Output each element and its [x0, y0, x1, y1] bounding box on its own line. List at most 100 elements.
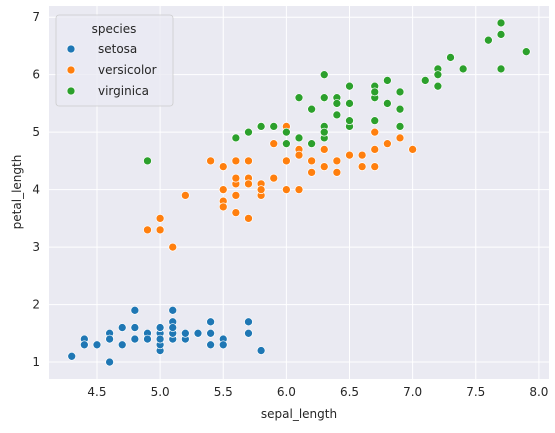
data-point-virginica: [256, 122, 266, 131]
y-tick-label: 6: [32, 68, 40, 82]
data-point-virginica: [496, 64, 506, 74]
data-point-versicolor: [244, 156, 253, 166]
data-point-versicolor: [307, 168, 316, 177]
data-point-setosa: [67, 351, 77, 361]
data-point-virginica: [420, 76, 430, 85]
data-point-virginica: [244, 127, 253, 137]
x-axis-label: sepal_length: [261, 407, 337, 421]
data-point-setosa: [130, 305, 140, 315]
y-tick-label: 2: [32, 298, 40, 312]
data-point-versicolor: [244, 179, 253, 189]
data-point-virginica: [496, 18, 506, 28]
data-point-versicolor: [383, 139, 392, 148]
data-point-setosa: [155, 323, 165, 332]
data-point-virginica: [370, 87, 380, 97]
data-point-virginica: [231, 133, 241, 143]
data-point-virginica: [294, 133, 304, 143]
data-point-virginica: [395, 122, 405, 131]
data-point-versicolor: [181, 191, 190, 200]
data-point-virginica: [282, 127, 291, 137]
y-axis-label: petal_length: [10, 155, 24, 230]
data-point-versicolor: [282, 156, 291, 166]
data-point-virginica: [307, 139, 316, 148]
y-tick-label: 4: [32, 183, 40, 197]
data-points: [67, 18, 531, 367]
grid-lines: [49, 6, 549, 379]
x-tick-label: 4.5: [87, 385, 106, 399]
data-point-virginica: [143, 156, 152, 166]
x-tick-label: 7.0: [403, 385, 422, 399]
x-tick-label: 7.5: [466, 385, 485, 399]
data-point-virginica: [345, 116, 354, 126]
data-point-versicolor: [218, 202, 228, 212]
legend-label-virginica: virginica: [98, 84, 149, 98]
legend-items: setosa versicolor virginica: [66, 42, 157, 98]
data-point-virginica: [383, 99, 392, 108]
y-tick-label: 7: [32, 10, 40, 24]
data-point-versicolor: [307, 156, 316, 166]
data-point-versicolor: [294, 185, 304, 194]
data-point-setosa: [130, 323, 140, 332]
x-tick-label: 5.5: [214, 385, 233, 399]
data-point-versicolor: [269, 139, 279, 148]
data-point-versicolor: [256, 185, 266, 194]
data-point-versicolor: [370, 127, 380, 137]
data-point-virginica: [319, 93, 329, 103]
y-tick-labels: 1 2 3 4 5 6 7: [32, 10, 40, 369]
data-point-versicolor: [345, 150, 354, 160]
data-point-versicolor: [370, 145, 380, 154]
data-point-setosa: [130, 334, 140, 344]
legend-marker-virginica: [66, 86, 76, 96]
data-point-versicolor: [218, 185, 228, 194]
data-point-setosa: [105, 357, 114, 367]
data-point-versicolor: [370, 162, 380, 171]
data-point-virginica: [458, 64, 468, 74]
data-point-virginica: [433, 70, 443, 80]
data-point-versicolor: [294, 150, 304, 160]
data-point-versicolor: [319, 162, 329, 171]
legend-marker-setosa: [66, 44, 76, 54]
data-point-versicolor: [269, 173, 279, 183]
data-point-versicolor: [332, 156, 342, 166]
data-point-versicolor: [218, 162, 228, 171]
data-point-setosa: [105, 334, 114, 344]
series-versicolor: [143, 122, 417, 252]
data-point-versicolor: [231, 191, 241, 200]
data-point-versicolor: [332, 168, 342, 177]
data-point-versicolor: [357, 150, 367, 160]
data-point-versicolor: [231, 156, 241, 166]
data-point-virginica: [370, 116, 380, 126]
data-point-setosa: [155, 334, 165, 344]
data-point-setosa: [206, 328, 215, 338]
data-point-virginica: [269, 122, 279, 131]
legend: species setosa versicolor virginica: [55, 14, 174, 107]
legend-label-versicolor: versicolor: [98, 63, 157, 77]
data-point-setosa: [181, 328, 190, 338]
x-tick-label: 6.5: [340, 385, 359, 399]
data-point-virginica: [319, 127, 329, 137]
data-point-versicolor: [408, 145, 417, 154]
data-point-versicolor: [168, 242, 178, 252]
data-point-setosa: [168, 323, 178, 332]
legend-marker-versicolor: [66, 65, 76, 75]
data-point-setosa: [244, 317, 253, 327]
data-point-setosa: [117, 340, 127, 350]
series-virginica: [143, 18, 531, 166]
data-point-virginica: [395, 104, 405, 114]
data-point-setosa: [143, 334, 152, 344]
data-point-virginica: [294, 93, 304, 103]
data-point-virginica: [521, 47, 531, 57]
data-point-virginica: [433, 81, 443, 91]
x-tick-label: 8.0: [529, 385, 548, 399]
data-point-virginica: [332, 110, 342, 120]
legend-title: species: [92, 22, 137, 36]
data-point-versicolor: [282, 185, 291, 194]
data-point-virginica: [332, 99, 342, 108]
x-tick-label: 6.0: [277, 385, 296, 399]
data-point-setosa: [218, 340, 228, 350]
y-tick-label: 3: [32, 240, 40, 254]
data-point-setosa: [206, 317, 215, 327]
data-point-setosa: [168, 305, 178, 315]
data-point-virginica: [345, 81, 354, 91]
data-point-versicolor: [319, 145, 329, 154]
